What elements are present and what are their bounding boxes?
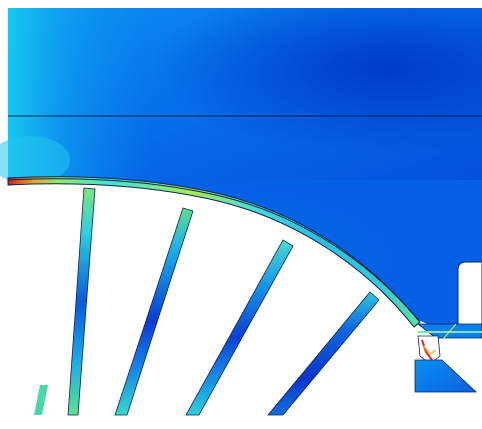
slot-cutout [457,261,482,326]
arc-outline [7,178,419,321]
spoke-1 [67,187,96,416]
rotor-body [0,136,482,325]
rim-band [7,176,421,328]
upper-block [8,8,482,180]
junction-detail [414,323,482,393]
spoke-4 [267,291,380,416]
spoke-3 [185,239,294,416]
spoke-2 [114,207,194,416]
spoke-stub [34,385,48,415]
